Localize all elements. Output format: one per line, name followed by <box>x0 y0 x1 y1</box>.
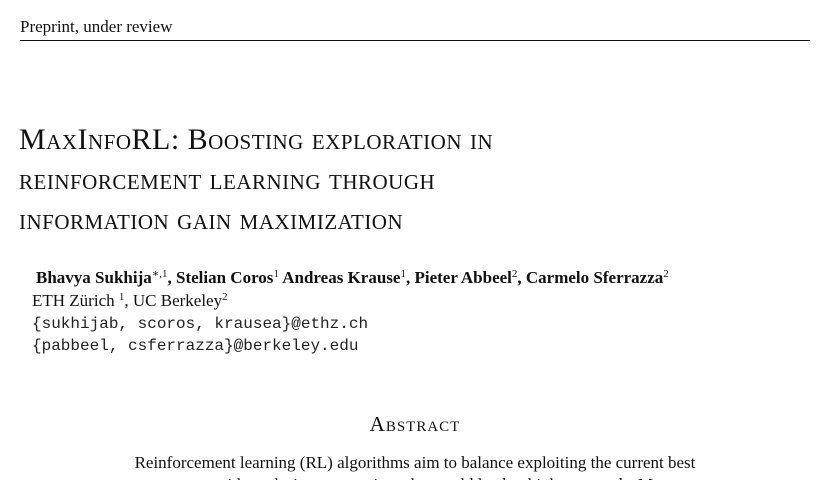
affiliation-separator: , <box>124 291 133 310</box>
author-separator: , <box>517 268 526 287</box>
author-name: Stelian Coros <box>175 268 274 287</box>
abstract-body: Reinforcement learning (RL) algorithms a… <box>70 452 760 480</box>
affiliation-mark: 1 <box>118 291 125 303</box>
author-affiliation-mark: 1 <box>273 268 279 280</box>
affiliation-berkeley: UC Berkeley <box>132 291 223 310</box>
running-head-text: Preprint, under review <box>20 17 173 36</box>
title-line: information gain maximization <box>19 203 404 236</box>
title-line: MaxInfoRL: Boosting exploration in <box>19 123 494 156</box>
author-name: Carmelo Sferrazza <box>525 268 664 287</box>
affiliation-ethz: ETH Zürich <box>32 291 115 310</box>
abstract-line: Reinforcement learning (RL) algorithms a… <box>134 453 696 472</box>
abstract-heading: Abstract <box>369 412 461 436</box>
running-head: Preprint, under review <box>20 16 810 41</box>
author-list: Bhavya Sukhija∗,1, Stelian Coros1 Andrea… <box>36 267 669 289</box>
author-affiliation-mark: 2 <box>663 268 669 280</box>
paper-title: MaxInfoRL: Boosting exploration in reinf… <box>19 120 799 240</box>
email-berkeley[interactable]: {pabbeel, csferrazza}@berkeley.edu <box>32 337 359 355</box>
title-line: reinforcement learning through <box>19 163 436 196</box>
author-affiliation-mark: 2 <box>511 268 518 280</box>
affiliations: ETH Zürich 1, UC Berkeley2 <box>32 290 228 312</box>
affiliation-mark: 2 <box>222 291 228 303</box>
author-affiliation-mark: ∗,1 <box>151 268 168 280</box>
abstract-line-partial: strategy with exploring new options that… <box>70 474 760 480</box>
author-separator: , <box>405 268 415 287</box>
author-name: Andreas Krause <box>282 268 401 287</box>
author-name: Bhavya Sukhija <box>36 268 152 287</box>
author-separator: , <box>167 268 176 287</box>
author-affiliation-mark: 1 <box>400 268 406 280</box>
email-ethz[interactable]: {sukhijab, scoros, krausea}@ethz.ch <box>32 315 369 333</box>
author-name: Pieter Abbeel <box>414 268 512 287</box>
